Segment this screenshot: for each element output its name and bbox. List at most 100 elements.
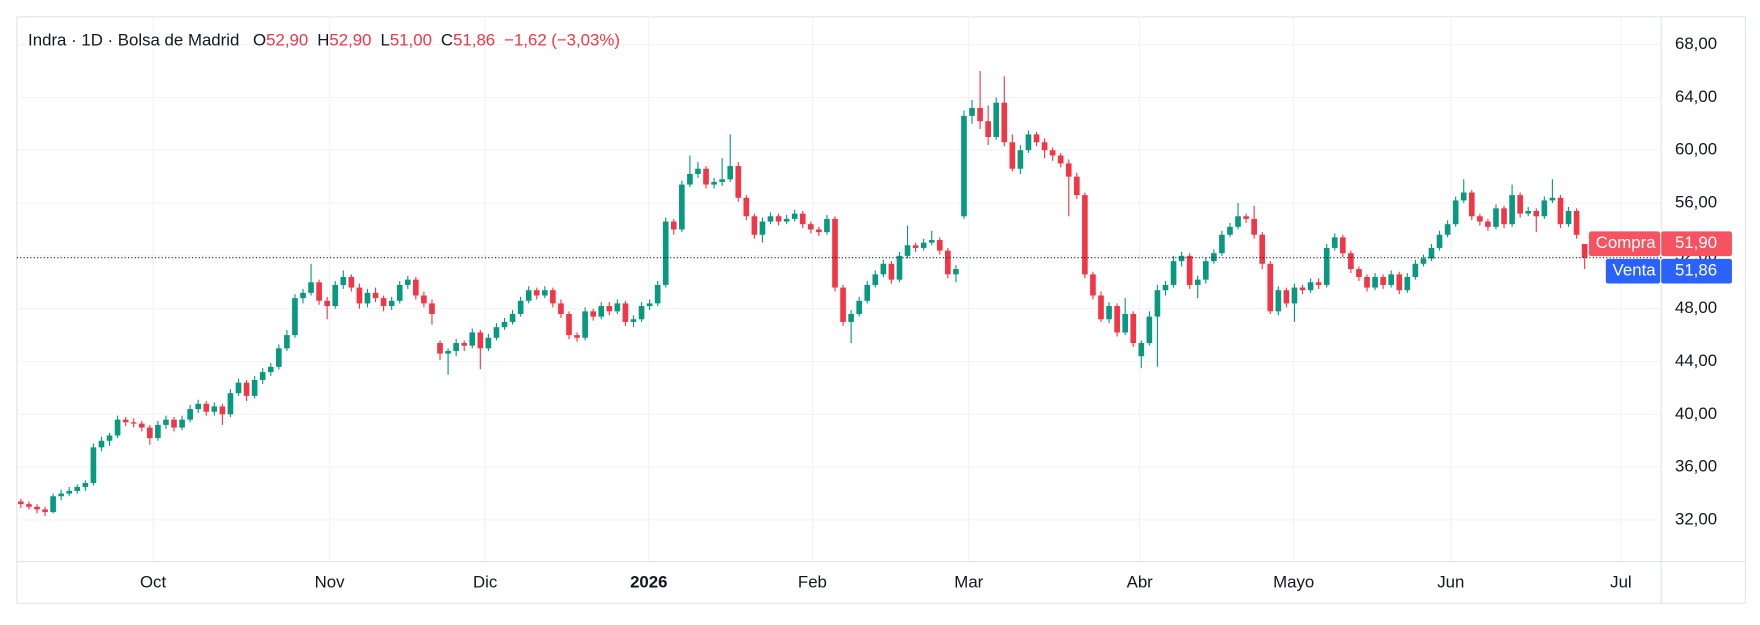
candle-body [1428,247,1435,259]
candle-body [372,292,379,299]
candle-body [1259,234,1266,264]
candle-body [928,240,935,243]
candle-body [493,327,500,338]
candle-body [58,493,64,497]
candle-body [1525,210,1532,214]
candle-body [1098,295,1104,320]
candle-body [1122,313,1129,333]
candle-body [1573,210,1580,235]
candle-body [896,255,903,280]
candle-body [880,263,887,275]
candle-body [1565,210,1572,225]
candle-body [284,335,290,349]
ohlc-value: 52,90 [329,31,371,50]
candle-body [1219,234,1225,254]
candle-body [82,483,89,487]
candle-body [630,319,637,322]
candle-body [1211,253,1217,262]
candle-body [1090,274,1096,296]
candle-body [469,332,476,346]
price-label-box [1661,231,1732,257]
y-tick-label: 60,00 [1675,140,1717,159]
candle-body [1444,224,1451,235]
candle-body [413,279,419,296]
candle-body [404,279,411,285]
candle-body [26,504,32,507]
x-tick-label: 2026 [630,572,667,591]
candle-body [1581,243,1588,258]
candle-body [340,277,347,285]
candle-body [1291,287,1298,304]
candle-body [1340,237,1346,254]
candle-body [42,509,48,513]
candle-body [622,303,629,322]
candle-body [171,419,177,428]
y-tick-label: 56,00 [1675,193,1717,212]
y-tick-label: 40,00 [1675,404,1717,423]
candle-body [1436,234,1443,248]
candle-body [816,229,822,233]
ohlc-key: H [317,31,329,50]
price-line-name: Venta [1613,261,1657,280]
x-tick-label: Dic [473,572,497,591]
candle-body [203,403,210,412]
candle-body [977,107,983,122]
x-tick-label: Feb [798,572,827,591]
price-label: 51,90 [1675,233,1717,252]
candle-body [1485,221,1491,227]
y-tick-label: 32,00 [1675,509,1717,528]
candle-body [1243,216,1249,219]
candle-body [155,424,161,439]
candle-body [1082,195,1088,275]
candle-body [1057,155,1064,164]
candle-body [574,335,580,338]
x-tick-label: Jun [1437,572,1464,591]
candle-body [590,311,596,317]
candle-body [864,284,871,301]
candle-body [364,292,371,304]
candle-body [799,213,806,225]
candle-body [1162,284,1169,291]
candle-body [517,300,524,314]
candle-body [1396,274,1403,291]
candle-body [1299,287,1306,291]
candle-body [662,221,669,285]
candle-body [1412,263,1419,278]
candle-body [243,382,250,396]
candle-body [267,366,274,373]
candle-body [606,306,613,312]
candle-body [614,303,621,312]
y-tick-label: 36,00 [1675,457,1717,476]
candle-body [1452,200,1459,225]
candle-body [1477,216,1483,222]
x-tick-label: Mayo [1273,572,1314,591]
price-name-box [1589,231,1661,257]
candle-body [275,348,282,367]
chart-header: Indra · 1D · Bolsa de Madrid O52,90 H52,9… [28,31,620,50]
y-tick-label: 48,00 [1675,298,1717,317]
candle-body [783,218,790,222]
candle-body [1541,200,1548,217]
grid [16,16,1662,562]
x-tick-label: Nov [315,572,346,591]
candle-body [1154,290,1161,317]
candle-body [533,290,540,296]
axis-labels: 32,0036,0040,0044,0048,0052,0056,0060,00… [140,34,1732,591]
candle-body [461,343,468,346]
candle-body [1557,197,1564,225]
candle-body [421,295,427,304]
candle-body [751,216,758,235]
candle-body [1307,282,1314,291]
candle-body [388,300,395,307]
candle-body [735,166,742,198]
candle-body [654,284,661,304]
candle-body [525,290,532,301]
candle-body [1380,277,1386,285]
candle-body [18,501,24,505]
candle-body [638,306,645,320]
candle-body [106,435,113,441]
candle-body [582,311,588,338]
candle-body [1549,197,1556,201]
candle-body [961,115,967,217]
